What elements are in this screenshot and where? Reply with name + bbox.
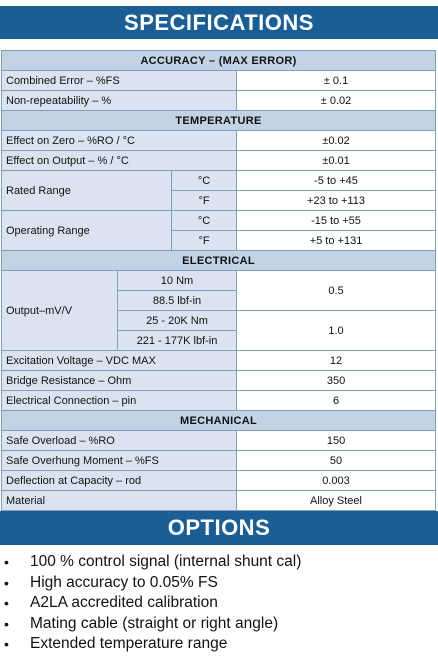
table-row: Operating Range °C -15 to +55 — [1, 210, 437, 251]
section-row-electrical: ELECTRICAL — [0, 250, 437, 271]
option-text: 100 % control signal (internal shunt cal… — [30, 553, 302, 570]
specifications-table: ACCURACY – (MAX ERROR) Combined Error – … — [0, 50, 437, 511]
excitation-value: 12 — [235, 350, 437, 371]
options-list: • 100 % control signal (internal shunt ca… — [0, 552, 301, 655]
output-label: Output–mV/V — [1, 270, 118, 351]
output-capacity-3: 25 - 20K Nm — [117, 310, 237, 331]
option-text: Mating cable (straight or right angle) — [30, 614, 279, 632]
rated-range-value-c: -5 to +45 — [235, 170, 437, 191]
list-item: • A2LA accredited calibration — [4, 593, 301, 614]
deflection-value: 0.003 — [235, 470, 437, 491]
table-row: 25 - 20K Nm 1.0 — [2, 310, 437, 351]
specifications-title: SPECIFICATIONS — [124, 10, 314, 35]
table-row: Non-repeatability – % ± 0.02 — [1, 90, 437, 111]
list-item: • Extended temperature range — [4, 634, 301, 655]
operating-range-unit-f: °F — [171, 230, 237, 251]
output-value-2: 1.0 — [235, 310, 437, 351]
list-item: • 100 % control signal (internal shunt ca… — [4, 552, 302, 573]
option-text: Extended temperature range — [30, 635, 228, 652]
table-row: Material Alloy Steel — [1, 490, 437, 511]
table-row: Deflection at Capacity – rod 0.003 — [1, 470, 437, 491]
operating-range-unit-c: °C — [171, 210, 237, 231]
electrical-connection-label: Electrical Connection – pin — [1, 390, 237, 411]
combined-error-label: Combined Error – %FS — [1, 70, 237, 91]
section-header-mechanical: MECHANICAL — [0, 410, 437, 431]
table-row: Bridge Resistance – Ohm 350 — [1, 370, 437, 391]
effect-output-value: ±0.01 — [235, 150, 437, 171]
excitation-label: Excitation Voltage – VDC MAX — [1, 350, 237, 371]
effect-zero-label: Effect on Zero – %RO / °C — [1, 130, 237, 151]
operating-range-value-f: +5 to +131 — [235, 230, 437, 251]
table-row: Effect on Output – % / °C ±0.01 — [1, 150, 437, 171]
rated-range-value-f: +23 to +113 — [235, 190, 437, 211]
overhung-moment-label: Safe Overhung Moment – %FS — [1, 450, 237, 471]
rated-range-unit-f: °F — [171, 190, 237, 211]
list-item: • High accuracy to 0.05% FS — [4, 573, 301, 594]
table-row: Output–mV/V 10 Nm 0.5 — [1, 270, 437, 351]
table-row: Safe Overload – %RO 150 — [1, 430, 437, 451]
rated-range-label: Rated Range — [1, 170, 172, 211]
section-header-accuracy: ACCURACY – (MAX ERROR) — [0, 50, 437, 71]
operating-range-value-c: -15 to +55 — [235, 210, 437, 231]
bullet-icon: • — [4, 615, 9, 632]
section-row-mechanical: MECHANICAL — [0, 410, 437, 431]
table-row: Rated Range °C -5 to +45 — [1, 170, 437, 211]
bullet-icon: • — [4, 554, 9, 570]
list-item: • Mating cable (straight or right angle) — [4, 614, 301, 635]
table-row: Effect on Zero – %RO / °C ±0.02 — [1, 130, 437, 151]
deflection-label: Deflection at Capacity – rod — [1, 470, 237, 491]
bridge-resistance-label: Bridge Resistance – Ohm — [1, 370, 237, 391]
rated-range-unit-c: °C — [171, 170, 237, 191]
material-label: Material — [1, 490, 237, 511]
table-row: Safe Overhung Moment – %FS 50 — [1, 450, 437, 471]
options-header: OPTIONS — [0, 511, 438, 545]
table-row: Excitation Voltage – VDC MAX 12 — [1, 350, 437, 371]
bullet-icon: • — [4, 595, 9, 611]
safe-overload-label: Safe Overload – %RO — [1, 430, 237, 451]
table-row: 88.5 lbf-in — [2, 290, 436, 311]
options-title: OPTIONS — [167, 515, 271, 540]
bridge-resistance-value: 350 — [235, 370, 437, 391]
overhung-moment-value: 50 — [235, 450, 437, 471]
option-text: High accuracy to 0.05% FS — [30, 573, 218, 591]
table-row: Combined Error – %FS ± 0.1 — [1, 70, 437, 91]
bullet-icon: • — [4, 636, 9, 652]
operating-range-label: Operating Range — [1, 210, 172, 251]
specifications-header: SPECIFICATIONS — [0, 6, 438, 39]
effect-output-label: Effect on Output – % / °C — [1, 150, 237, 171]
safe-overload-value: 150 — [235, 430, 437, 451]
table-row: °F +23 to +113 — [2, 190, 437, 211]
section-header-temperature: TEMPERATURE — [0, 110, 437, 131]
output-capacity-1: 10 Nm — [117, 270, 237, 291]
non-repeatability-value: ± 0.02 — [235, 90, 437, 111]
bullet-icon: • — [4, 574, 9, 591]
material-value: Alloy Steel — [235, 490, 437, 511]
output-capacity-2: 88.5 lbf-in — [117, 290, 237, 311]
effect-zero-value: ±0.02 — [235, 130, 437, 151]
output-capacity-4: 221 - 177K lbf-in — [117, 330, 237, 351]
option-text: A2LA accredited calibration — [30, 594, 218, 611]
table-row: Electrical Connection – pin 6 — [1, 390, 437, 411]
section-row-accuracy: ACCURACY – (MAX ERROR) — [0, 50, 437, 71]
combined-error-value: ± 0.1 — [235, 70, 437, 91]
section-row-temperature: TEMPERATURE — [0, 110, 437, 131]
electrical-connection-value: 6 — [235, 390, 437, 411]
section-header-electrical: ELECTRICAL — [0, 250, 437, 271]
output-value-1: 0.5 — [235, 270, 437, 311]
non-repeatability-label: Non-repeatability – % — [1, 90, 237, 111]
